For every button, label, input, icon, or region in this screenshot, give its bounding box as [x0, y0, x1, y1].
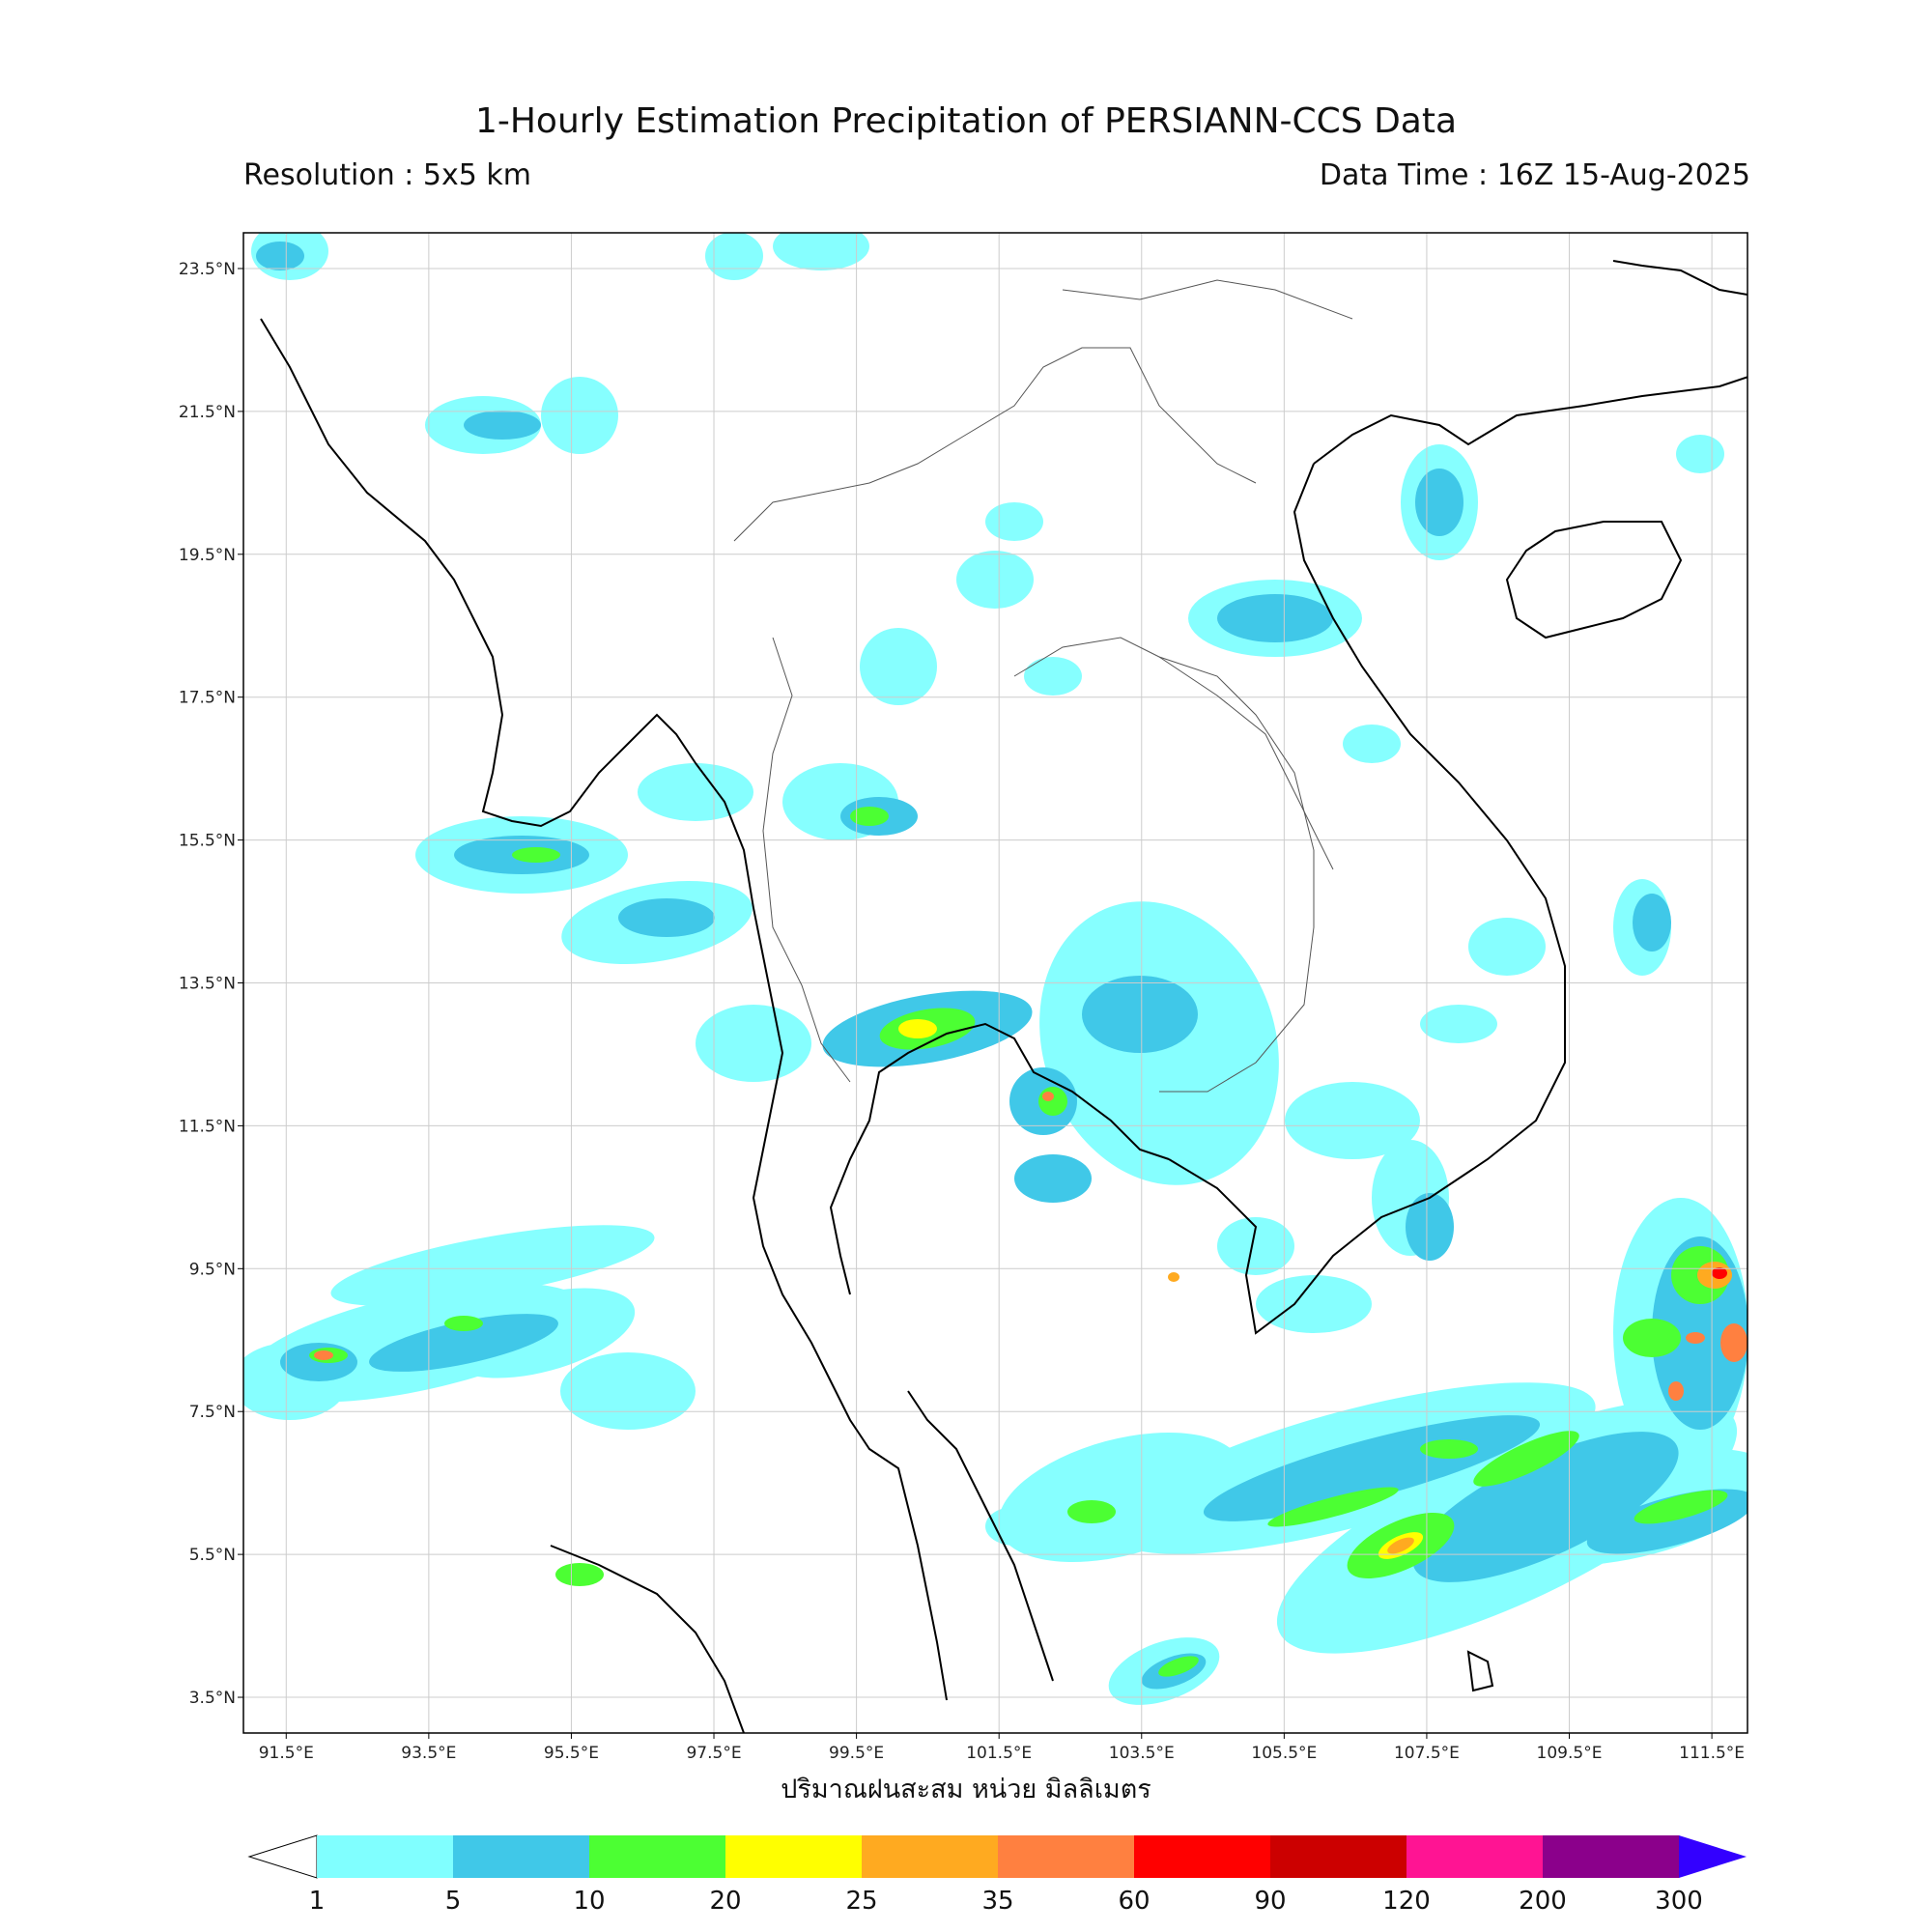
colorbar-label: 20 — [709, 1887, 741, 1916]
colorbar-boxes — [247, 1834, 1747, 1879]
lon-tick-label: 111.5°E — [1679, 1744, 1745, 1763]
lat-tick-label: 19.5°N — [179, 546, 236, 565]
lat-tick-label: 13.5°N — [179, 975, 236, 994]
graticule — [243, 233, 1747, 1733]
coastlines — [260, 260, 1747, 1733]
lat-tick-label: 21.5°N — [179, 403, 236, 422]
lon-tick-label: 103.5°E — [1109, 1744, 1175, 1763]
lon-tick-label: 101.5°E — [966, 1744, 1032, 1763]
colorbar-label: 10 — [573, 1887, 605, 1916]
colorbar-segment — [998, 1835, 1135, 1878]
lat-tick-label: 7.5°N — [189, 1403, 236, 1422]
colorbar-high-extension — [1679, 1835, 1747, 1878]
lon-tick-label: 91.5°E — [259, 1744, 314, 1763]
lon-tick-label: 93.5°E — [401, 1744, 456, 1763]
longitude-ticks: 91.5°E 93.5°E 95.5°E 97.5°E 99.5°E 101.5°E 103… — [259, 1733, 1745, 1763]
colorbar-segment — [453, 1835, 590, 1878]
colorbar-labels: 1 5 10 20 25 35 60 90 120 200 300 — [309, 1887, 1703, 1916]
lat-tick-label: 3.5°N — [189, 1689, 236, 1708]
colorbar-segment — [1543, 1835, 1680, 1878]
colorbar-label: 90 — [1254, 1887, 1286, 1916]
lat-tick-label: 11.5°N — [179, 1117, 236, 1136]
colorbar-label: 1 — [309, 1887, 326, 1916]
rain-layer — [243, 233, 1747, 1705]
latitude-ticks: 23.5°N 21.5°N 19.5°N 17.5°N 15.5°N 13.5°N 11.5… — [179, 260, 243, 1708]
lon-tick-label: 97.5°E — [686, 1744, 741, 1763]
colorbar-label: 120 — [1382, 1887, 1431, 1916]
country-borders — [733, 279, 1353, 1093]
lat-tick-label: 23.5°N — [179, 260, 236, 279]
lat-tick-label: 9.5°N — [189, 1260, 236, 1279]
colorbar-label: 300 — [1655, 1887, 1703, 1916]
lon-tick-label: 107.5°E — [1394, 1744, 1460, 1763]
lon-tick-label: 95.5°E — [544, 1744, 599, 1763]
colorbar-low-extension — [247, 1834, 318, 1879]
lon-tick-label: 99.5°E — [829, 1744, 884, 1763]
colorbar-label: 200 — [1519, 1887, 1567, 1916]
lon-tick-label: 105.5°E — [1251, 1744, 1317, 1763]
colorbar-title: ปริมาณฝนสะสม หน่วย มิลลิเมตร — [781, 1775, 1151, 1804]
colorbar-segment — [317, 1835, 454, 1878]
data-time-label: Data Time : 16Z 15-Aug-2025 — [1319, 158, 1750, 192]
colorbar-label: 25 — [845, 1887, 877, 1916]
colorbar-segment — [1270, 1835, 1407, 1878]
lat-tick-label: 17.5°N — [179, 689, 236, 708]
map-title: 1-Hourly Estimation Precipitation of PER… — [474, 101, 1458, 141]
colorbar-label: 60 — [1118, 1887, 1150, 1916]
resolution-label: Resolution : 5x5 km — [243, 158, 531, 192]
colorbar-segment — [1406, 1835, 1544, 1878]
colorbar-segment — [862, 1835, 999, 1878]
colorbar-label: 35 — [981, 1887, 1013, 1916]
lon-tick-label: 109.5°E — [1537, 1744, 1603, 1763]
colorbar-segment — [1134, 1835, 1271, 1878]
colorbar-label: 5 — [445, 1887, 462, 1916]
lat-tick-label: 5.5°N — [189, 1546, 236, 1565]
colorbar-segment — [725, 1835, 863, 1878]
lat-tick-label: 15.5°N — [179, 832, 236, 851]
colorbar-segment — [589, 1835, 726, 1878]
